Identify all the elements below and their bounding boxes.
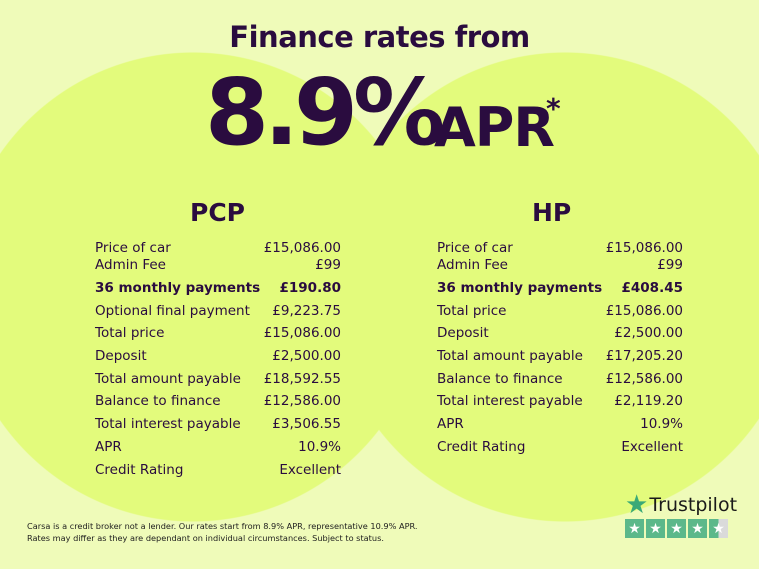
table-row: Total interest payable £3,506.55 <box>95 416 341 432</box>
row-value: £2,500.00 <box>614 325 683 341</box>
table-row: Total amount payable £17,205.20 <box>437 348 683 364</box>
table-row: Deposit £2,500.00 <box>95 348 341 364</box>
table-row: Credit Rating Excellent <box>437 439 683 455</box>
disclaimer: Carsa is a credit broker not a lender. O… <box>27 520 447 544</box>
disclaimer-line-1: Carsa is a credit broker not a lender. O… <box>27 521 418 531</box>
headline: Finance rates from <box>229 20 530 54</box>
row-label: APR <box>95 439 122 455</box>
trustpilot-logo: ★ Trustpilot <box>625 490 738 520</box>
row-value: 10.9% <box>298 439 341 455</box>
star-icon: ★ <box>625 490 649 520</box>
row-label: Credit Rating <box>95 462 184 478</box>
row-label: Deposit <box>95 348 147 364</box>
table-row: Total amount payable £18,592.55 <box>95 371 341 387</box>
row-value: £18,592.55 <box>263 371 341 387</box>
row-value: £12,586.00 <box>605 371 683 387</box>
table-row: Credit Rating Excellent <box>95 462 341 478</box>
rate-value: 8.9% <box>205 59 445 166</box>
rating-star-icon: ★ <box>625 519 644 538</box>
pcp-title: PCP <box>190 198 245 227</box>
table-row: Admin Fee £99 <box>95 257 341 273</box>
row-label: Balance to finance <box>95 393 221 409</box>
table-row: Deposit £2,500.00 <box>437 325 683 341</box>
row-label: Admin Fee <box>95 257 166 273</box>
table-row: 36 monthly payments £190.80 <box>95 280 341 296</box>
row-value: 10.9% <box>640 416 683 432</box>
row-label: Deposit <box>437 325 489 341</box>
row-value: £99 <box>315 257 341 273</box>
table-row: Balance to finance £12,586.00 <box>437 371 683 387</box>
trustpilot-rating: ★ ★ ★ ★ ★ <box>625 519 735 538</box>
row-label: Balance to finance <box>437 371 563 387</box>
row-value: £190.80 <box>279 280 342 296</box>
table-row: APR 10.9% <box>95 439 341 455</box>
table-row: Total price £15,086.00 <box>437 303 683 319</box>
row-value: £99 <box>657 257 683 273</box>
table-row: Total price £15,086.00 <box>95 325 341 341</box>
asterisk: * <box>546 92 561 125</box>
trustpilot-name: Trustpilot <box>649 494 738 516</box>
row-label: Total price <box>95 325 165 341</box>
disclaimer-line-2: Rates may differ as they are dependant o… <box>27 533 384 543</box>
table-row: Balance to finance £12,586.00 <box>95 393 341 409</box>
row-label: Price of car <box>437 240 513 256</box>
row-label: 36 monthly payments <box>95 280 261 296</box>
table-row: Admin Fee £99 <box>437 257 683 273</box>
row-label: Total price <box>437 303 507 319</box>
row-value: £12,586.00 <box>263 393 341 409</box>
row-label: Admin Fee <box>437 257 508 273</box>
table-row: Price of car £15,086.00 <box>95 240 341 256</box>
row-value: Excellent <box>279 462 341 478</box>
table-row: 36 monthly payments £408.45 <box>437 280 683 296</box>
row-value: Excellent <box>621 439 683 455</box>
row-label: Total interest payable <box>437 393 583 409</box>
row-value: £15,086.00 <box>263 240 341 256</box>
row-label: 36 monthly payments <box>437 280 603 296</box>
row-label: APR <box>437 416 464 432</box>
table-row: Optional final payment £9,223.75 <box>95 303 341 319</box>
row-value: £15,086.00 <box>605 303 683 319</box>
row-label: Optional final payment <box>95 303 250 319</box>
hp-table: Price of car £15,086.00 Admin Fee £99 36 mon… <box>437 240 683 480</box>
table-row: APR 10.9% <box>437 416 683 432</box>
rating-star-icon: ★ <box>688 519 707 538</box>
row-value: £15,086.00 <box>263 325 341 341</box>
row-value: £2,500.00 <box>272 348 341 364</box>
row-label: Total amount payable <box>437 348 583 364</box>
row-value: £3,506.55 <box>272 416 341 432</box>
row-value: £2,119.20 <box>614 393 683 409</box>
rating-star-icon: ★ <box>646 519 665 538</box>
row-value: £408.45 <box>621 280 684 296</box>
hp-title: HP <box>532 198 572 227</box>
rating-star-icon: ★ <box>667 519 686 538</box>
row-label: Price of car <box>95 240 171 256</box>
row-label: Credit Rating <box>437 439 526 455</box>
trustpilot-badge[interactable]: ★ Trustpilot ★ ★ ★ ★ ★ <box>625 490 738 538</box>
row-value: £15,086.00 <box>605 240 683 256</box>
table-row: Total interest payable £2,119.20 <box>437 393 683 409</box>
apr-label: APR <box>434 96 555 159</box>
row-label: Total amount payable <box>95 371 241 387</box>
row-label: Total interest payable <box>95 416 241 432</box>
rating-star-icon: ★ <box>709 519 728 538</box>
row-value: £9,223.75 <box>272 303 341 319</box>
pcp-table: Price of car £15,086.00 Admin Fee £99 36 mon… <box>95 240 341 480</box>
table-row: Price of car £15,086.00 <box>437 240 683 256</box>
row-value: £17,205.20 <box>605 348 683 364</box>
